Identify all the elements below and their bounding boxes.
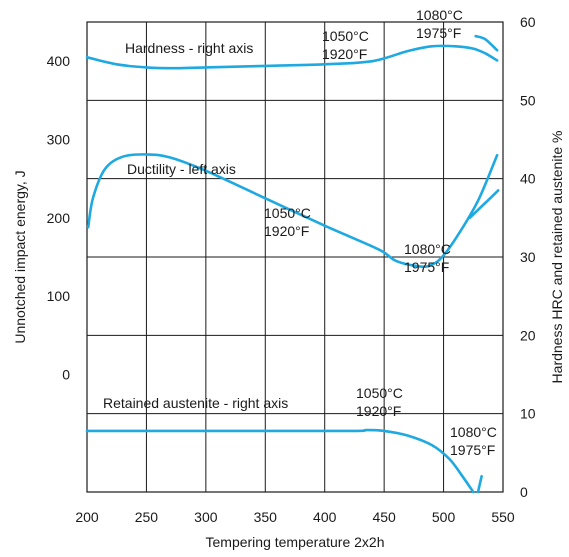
right-y-tick-label: 10: [520, 406, 536, 422]
left-y-tick-label: 0: [62, 367, 70, 383]
left-y-tick-label: 200: [47, 210, 71, 226]
x-tick-label: 250: [135, 509, 159, 525]
retained-austenite-curve: [476, 475, 483, 494]
right-y-tick-label: 50: [520, 92, 536, 108]
tick-labels: 2002503003504004505005500100200300400500…: [47, 14, 536, 525]
annotations: Hardness - right axis 1050°C 1920°F 1080°C 1…: [103, 7, 497, 458]
annotation-text: 1975°F: [416, 25, 461, 41]
annotation-text: 1080°C: [404, 241, 451, 257]
right-y-tick-label: 30: [520, 249, 536, 265]
x-tick-label: 500: [432, 509, 456, 525]
annotation-text: 1920°F: [322, 46, 367, 62]
x-tick-label: 300: [194, 509, 218, 525]
retained-austenite-curve: [85, 428, 475, 494]
annotation-text: 1975°F: [404, 259, 449, 275]
right-y-tick-label: 0: [520, 484, 528, 500]
left-y-axis-label: Unnotched impact energy, J: [12, 170, 28, 343]
x-tick-label: 350: [254, 509, 278, 525]
annotation-text: 1050°C: [322, 28, 369, 44]
x-tick-label: 200: [75, 509, 99, 525]
x-axis-label: Tempering temperature 2x2h: [206, 534, 385, 550]
annotation-text: Hardness - right axis: [125, 40, 253, 56]
ductility-curve: [86, 153, 499, 269]
annotation-text: Retained austenite - right axis: [103, 395, 288, 411]
hardness-curve: [85, 44, 499, 70]
hardness-curve: [474, 34, 499, 52]
annotation-text: 1080°C: [416, 7, 463, 23]
data-curves: [85, 34, 500, 494]
annotation-text: 1080°C: [450, 424, 497, 440]
right-y-tick-label: 60: [520, 14, 536, 30]
left-y-tick-label: 400: [47, 53, 71, 69]
plot-frame: [86, 21, 504, 493]
right-y-axis-label: Hardness HRC and retained austenite %: [549, 131, 565, 384]
left-y-tick-label: 300: [47, 132, 71, 148]
x-tick-label: 450: [372, 509, 396, 525]
annotation-text: 1920°F: [356, 403, 401, 419]
annotation-text: 1920°F: [264, 223, 309, 239]
annotation-text: 1975°F: [450, 442, 495, 458]
annotation-text: 1050°C: [356, 385, 403, 401]
annotation-text: Ductility - left axis: [127, 161, 236, 177]
ductility-curve: [468, 189, 500, 220]
annotation-text: 1050°C: [264, 205, 311, 221]
x-tick-label: 400: [313, 509, 337, 525]
left-y-tick-label: 100: [47, 288, 71, 304]
right-y-tick-label: 40: [520, 171, 536, 187]
right-y-tick-label: 20: [520, 327, 536, 343]
x-tick-label: 550: [491, 509, 515, 525]
